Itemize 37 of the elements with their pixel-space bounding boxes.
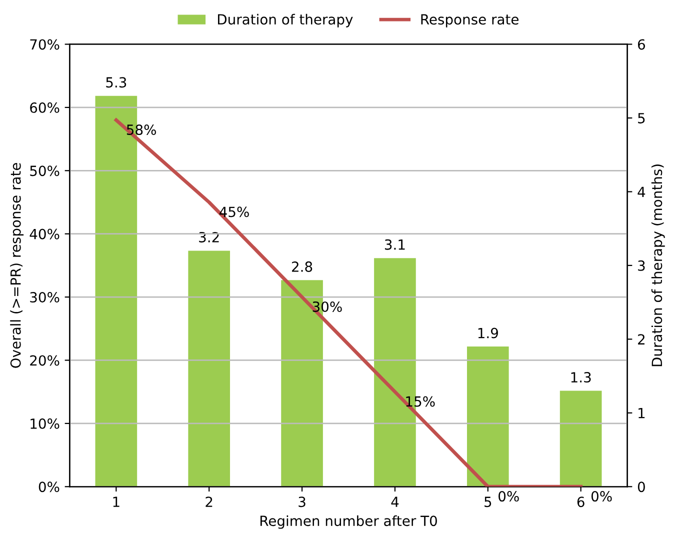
x-axis-title: Regimen number after T0 [260, 515, 437, 529]
y2-tick-label: 2 [638, 334, 644, 344]
y2-tick-label: 3 [638, 260, 645, 271]
y2-axis-title: Duration of therapy (months) [651, 164, 665, 366]
x-tick-label: 4 [391, 496, 399, 507]
data-label: 1.9 [478, 328, 498, 338]
data-label: 3.1 [384, 239, 405, 250]
x-tick-label: 6 [577, 496, 584, 508]
x-tick-label: 1 [113, 496, 120, 507]
data-label: 5.3 [106, 77, 126, 88]
y2-tick-label: 4 [638, 186, 646, 197]
x-tick-label: 3 [298, 496, 306, 508]
data-label: 0% [591, 491, 612, 502]
y2-tick-label: 0 [638, 482, 645, 492]
y2-tick-label: 1 [638, 408, 645, 418]
y-tick-label: 20% [30, 355, 60, 366]
y-tick-label: 50% [30, 166, 60, 176]
data-label: 2.8 [292, 261, 312, 272]
bar [466, 346, 509, 487]
legend-label: Duration of therapy [218, 14, 353, 28]
data-label: 0% [498, 491, 519, 502]
y-tick-label: 0% [38, 482, 60, 492]
y2-tick-label: 5 [638, 113, 645, 124]
x-tick-label: 5 [484, 496, 492, 508]
x-tick-label: 2 [206, 496, 212, 507]
y-tick-label: 40% [30, 228, 60, 240]
legend-label: Response rate [421, 14, 518, 28]
bar [560, 390, 602, 487]
data-label: 1.3 [571, 372, 591, 383]
y-axis-title: Overall (>=PR) response rate [10, 163, 24, 368]
y-tick-label: 70% [30, 39, 60, 50]
y-tick-label: 10% [30, 418, 60, 429]
data-label: 45% [220, 206, 249, 218]
y2-tick-label: 6 [638, 39, 645, 50]
y-tick-label: 60% [30, 102, 60, 113]
y-tick-label: 30% [30, 292, 60, 303]
bar [188, 250, 230, 487]
